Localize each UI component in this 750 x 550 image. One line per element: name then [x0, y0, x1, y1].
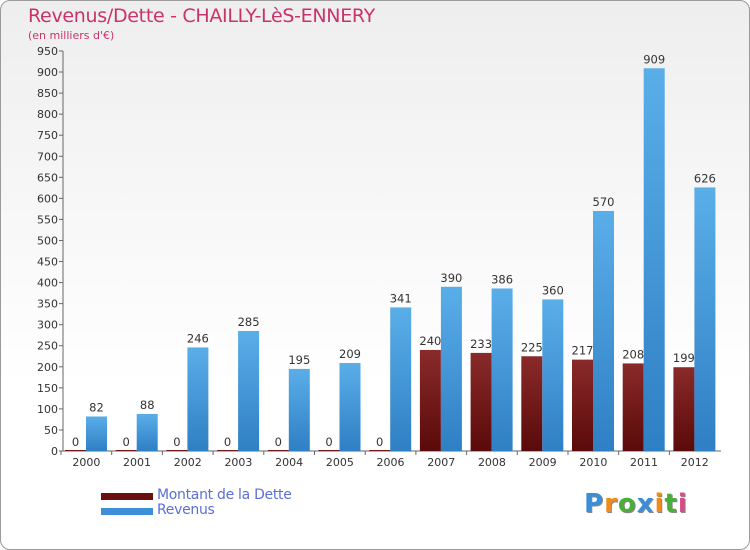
y-tick-label: 500	[37, 234, 58, 247]
x-tick-label: 2004	[275, 456, 303, 469]
x-tick-label: 2006	[377, 456, 405, 469]
revenue-bar	[288, 368, 310, 451]
y-tick-label: 750	[37, 129, 58, 142]
y-tick-label: 250	[37, 340, 58, 353]
chart-subtitle: (en milliers d'€)	[28, 29, 115, 42]
debt-value-label: 233	[470, 337, 492, 351]
debt-bar	[369, 450, 391, 451]
x-tick-label: 2003	[224, 456, 252, 469]
debt-bar	[572, 359, 593, 451]
revenue-value-label: 360	[542, 283, 564, 297]
x-tick-label: 2001	[123, 456, 151, 469]
revenue-value-label: 82	[89, 400, 104, 414]
debt-value-label: 208	[622, 347, 644, 361]
revenue-value-label: 209	[339, 347, 361, 361]
y-tick-label: 350	[37, 298, 58, 311]
debt-bar	[115, 450, 137, 451]
debt-bar	[622, 363, 644, 451]
revenue-value-label: 570	[593, 195, 615, 209]
x-tick-label: 2010	[579, 456, 607, 469]
debt-value-label: 0	[376, 435, 383, 449]
revenue-value-label: 246	[187, 331, 209, 345]
legend-swatch-debt	[101, 493, 153, 500]
y-tick-label: 600	[37, 192, 58, 205]
revenue-bar	[694, 187, 716, 451]
revenue-value-label: 195	[288, 353, 310, 367]
debt-bar	[673, 367, 695, 451]
revenue-bar	[643, 68, 665, 452]
debt-value-label: 199	[673, 351, 695, 365]
debt-bar	[166, 450, 188, 451]
debt-value-label: 0	[275, 435, 282, 449]
revenue-value-label: 626	[694, 171, 716, 185]
y-tick-label: 300	[37, 319, 58, 332]
revenue-bar	[187, 347, 209, 451]
debt-bar	[470, 352, 492, 451]
debt-bar	[267, 450, 289, 451]
revenue-value-label: 386	[491, 272, 513, 286]
x-tick-label: 2005	[326, 456, 354, 469]
legend-label-revenue: Revenus	[157, 502, 215, 518]
revenue-value-label: 88	[140, 398, 155, 412]
x-tick-label: 2007	[427, 456, 455, 469]
debt-bar	[419, 349, 441, 451]
y-tick-label: 150	[37, 382, 58, 395]
debt-bar	[65, 450, 86, 451]
y-tick-label: 850	[37, 87, 58, 100]
debt-value-label: 0	[173, 435, 180, 449]
y-tick-label: 50	[44, 424, 58, 437]
revenue-bar	[339, 363, 361, 451]
y-tick-label: 900	[37, 66, 58, 79]
debt-value-label: 0	[123, 435, 130, 449]
revenue-bar	[593, 211, 614, 451]
x-tick-label: 2008	[478, 456, 506, 469]
y-tick-label: 0	[51, 445, 58, 458]
revenue-value-label: 341	[390, 291, 412, 305]
revenue-value-label: 285	[238, 315, 260, 329]
y-tick-label: 200	[37, 361, 58, 374]
y-tick-label: 700	[37, 150, 58, 163]
x-tick-label: 2012	[681, 456, 709, 469]
debt-value-label: 240	[419, 334, 441, 348]
debt-value-label: 217	[572, 344, 594, 358]
legend-label-debt: Montant de la Dette	[157, 487, 292, 503]
proxiti-logo: Proxiti	[584, 489, 688, 519]
y-tick-label: 550	[37, 213, 58, 226]
debt-bar	[521, 356, 543, 451]
debt-value-label: 0	[72, 435, 79, 449]
revenue-bar	[390, 307, 412, 451]
debt-bar	[318, 450, 340, 451]
revenue-bar	[86, 416, 107, 451]
x-tick-label: 2011	[630, 456, 658, 469]
revenue-bar	[440, 286, 462, 451]
revenue-bar	[491, 288, 513, 451]
x-tick-label: 2009	[529, 456, 557, 469]
y-tick-label: 450	[37, 256, 58, 269]
y-tick-label: 950	[37, 45, 58, 58]
x-tick-label: 2002	[174, 456, 202, 469]
revenue-bar	[542, 299, 564, 451]
revenue-value-label: 390	[440, 271, 462, 285]
y-tick-label: 100	[37, 403, 58, 416]
chart-title: Revenus/Dette - CHAILLY-LèS-ENNERY	[28, 5, 375, 27]
debt-bar	[217, 450, 239, 451]
y-tick-label: 400	[37, 277, 58, 290]
revenue-bar	[136, 413, 158, 451]
y-tick-label: 800	[37, 108, 58, 121]
legend-swatch-revenue	[101, 508, 153, 515]
debt-value-label: 225	[521, 340, 543, 354]
revenue-bar	[238, 331, 260, 451]
x-tick-label: 2000	[72, 456, 100, 469]
debt-value-label: 0	[325, 435, 332, 449]
debt-value-label: 0	[224, 435, 231, 449]
revenue-value-label: 909	[643, 52, 665, 66]
y-tick-label: 650	[37, 171, 58, 184]
